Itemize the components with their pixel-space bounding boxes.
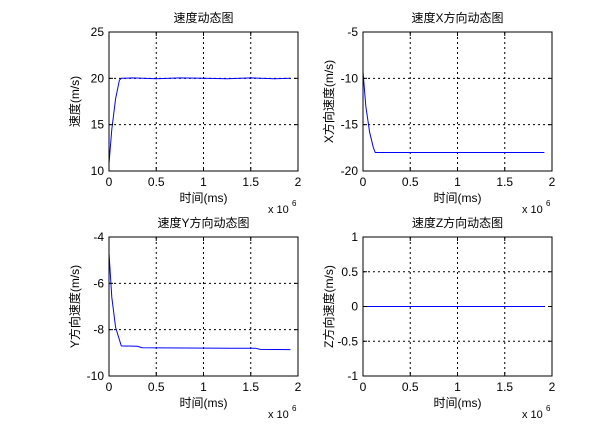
x-axis-label: 时间(ms): [180, 396, 228, 410]
x-tick-label: 1: [200, 175, 207, 189]
x-multiplier-label: x 10: [522, 204, 543, 216]
x-multiplier-exponent: 6: [546, 199, 551, 208]
x-tick-label: 0.5: [148, 380, 165, 394]
x-tick-label: 0.5: [402, 175, 419, 189]
y-tick-label: -8: [93, 323, 104, 337]
x-tick-label: 1.5: [242, 175, 259, 189]
y-tick-label: -0.5: [337, 334, 358, 348]
chart-title: 速度动态图: [173, 10, 233, 25]
chart-title: 速度Y方向动态图: [157, 215, 249, 230]
x-tick-label: 1.5: [496, 175, 513, 189]
x-tick-label: 1.5: [242, 380, 259, 394]
y-tick-label: 15: [91, 118, 105, 132]
x-tick-label: 2: [549, 380, 556, 394]
x-multiplier-label: x 10: [268, 409, 289, 421]
y-tick-label: 10: [91, 164, 105, 178]
x-multiplier-exponent: 6: [546, 404, 551, 413]
y-tick-label: -1: [347, 369, 358, 383]
x-axis-label: 时间(ms): [434, 191, 482, 205]
y-tick-label: 1: [351, 230, 358, 244]
x-tick-label: 1: [454, 175, 461, 189]
x-tick-label: 0.5: [402, 380, 419, 394]
y-tick-label: 20: [91, 71, 105, 85]
y-axis-label: Y方向速度(m/s): [67, 265, 82, 348]
x-tick-label: 0: [106, 175, 113, 189]
x-tick-label: 0: [360, 175, 367, 189]
chart-title: 速度X方向动态图: [411, 10, 503, 25]
y-axis-label: 速度(m/s): [67, 76, 82, 127]
x-axis-label: 时间(ms): [180, 191, 228, 205]
y-tick-label: 0.5: [341, 265, 358, 279]
x-axis-label: 时间(ms): [434, 396, 482, 410]
x-tick-label: 0: [360, 380, 367, 394]
x-tick-label: 2: [295, 380, 302, 394]
y-tick-label: -10: [87, 369, 105, 383]
y-axis-label: Z方向速度(m/s): [321, 265, 336, 348]
series-line: [108, 77, 291, 164]
y-tick-label: -20: [341, 164, 359, 178]
chart-title: 速度Z方向动态图: [412, 215, 503, 230]
x-tick-label: 1.5: [496, 380, 513, 394]
x-multiplier-label: x 10: [268, 204, 289, 216]
x-tick-label: 2: [295, 175, 302, 189]
y-tick-label: -5: [347, 25, 358, 39]
x-tick-label: 0: [106, 380, 113, 394]
x-tick-label: 0.5: [148, 175, 165, 189]
x-multiplier-exponent: 6: [292, 199, 297, 208]
series-line: [108, 253, 291, 351]
series-line: [362, 71, 545, 153]
y-tick-label: 0: [351, 300, 358, 314]
y-tick-label: -6: [93, 276, 104, 290]
x-tick-label: 1: [454, 380, 461, 394]
x-multiplier-exponent: 6: [292, 404, 297, 413]
x-tick-label: 2: [549, 175, 556, 189]
x-tick-label: 1: [200, 380, 207, 394]
y-tick-label: -15: [341, 118, 359, 132]
y-tick-label: 25: [91, 25, 105, 39]
y-tick-label: -10: [341, 71, 359, 85]
y-tick-label: -4: [93, 230, 104, 244]
x-multiplier-label: x 10: [522, 409, 543, 421]
y-axis-label: X方向速度(m/s): [321, 60, 336, 143]
